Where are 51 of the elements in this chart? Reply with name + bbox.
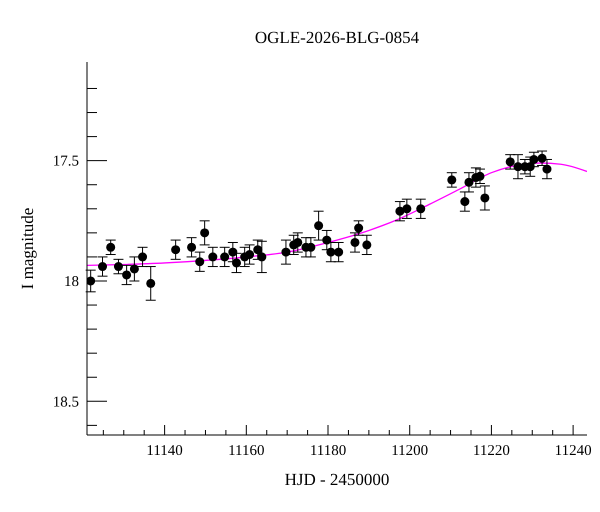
point [114, 262, 123, 272]
point [326, 248, 336, 257]
y-tick-label: 18.5 [52, 394, 79, 410]
x-tick-label: 11220 [472, 443, 510, 459]
point [293, 238, 302, 247]
point [130, 264, 139, 274]
point [506, 157, 515, 166]
point [542, 164, 552, 174]
point [460, 197, 470, 206]
point [480, 193, 490, 202]
x-axis-title: HJD - 2450000 [284, 470, 390, 489]
x-tick-label: 11180 [310, 443, 346, 459]
x-tick-label: 11140 [146, 443, 183, 459]
point [447, 175, 456, 184]
point [232, 258, 242, 268]
y-tick-label: 18 [64, 274, 79, 290]
point [416, 204, 426, 214]
chart-title: OGLE-2026-BLG-0854 [254, 28, 420, 48]
x-tick-label: 11240 [554, 443, 592, 459]
point [208, 252, 218, 262]
point [253, 245, 262, 254]
point [257, 252, 266, 262]
point [322, 236, 332, 245]
point [350, 238, 360, 247]
point [314, 221, 324, 230]
point [220, 252, 230, 262]
point [464, 178, 474, 187]
point [245, 250, 254, 260]
point [122, 270, 132, 280]
point [228, 248, 238, 257]
point [98, 262, 108, 272]
y-tick-label: 17.5 [52, 154, 79, 170]
point [187, 242, 196, 252]
point [171, 245, 180, 254]
point [362, 240, 372, 250]
point [334, 248, 344, 257]
point [200, 228, 210, 238]
point [281, 248, 290, 257]
point [146, 278, 156, 288]
point [402, 204, 412, 214]
point [538, 154, 547, 163]
point [395, 206, 404, 216]
point [195, 257, 204, 266]
point [87, 276, 96, 286]
point [529, 154, 538, 164]
x-tick-label: 11200 [391, 443, 428, 459]
x-tick-label: 11160 [228, 443, 265, 459]
point [138, 252, 148, 262]
y-axis-title: I magnitude [18, 208, 38, 290]
point [354, 224, 364, 233]
point [106, 242, 116, 252]
